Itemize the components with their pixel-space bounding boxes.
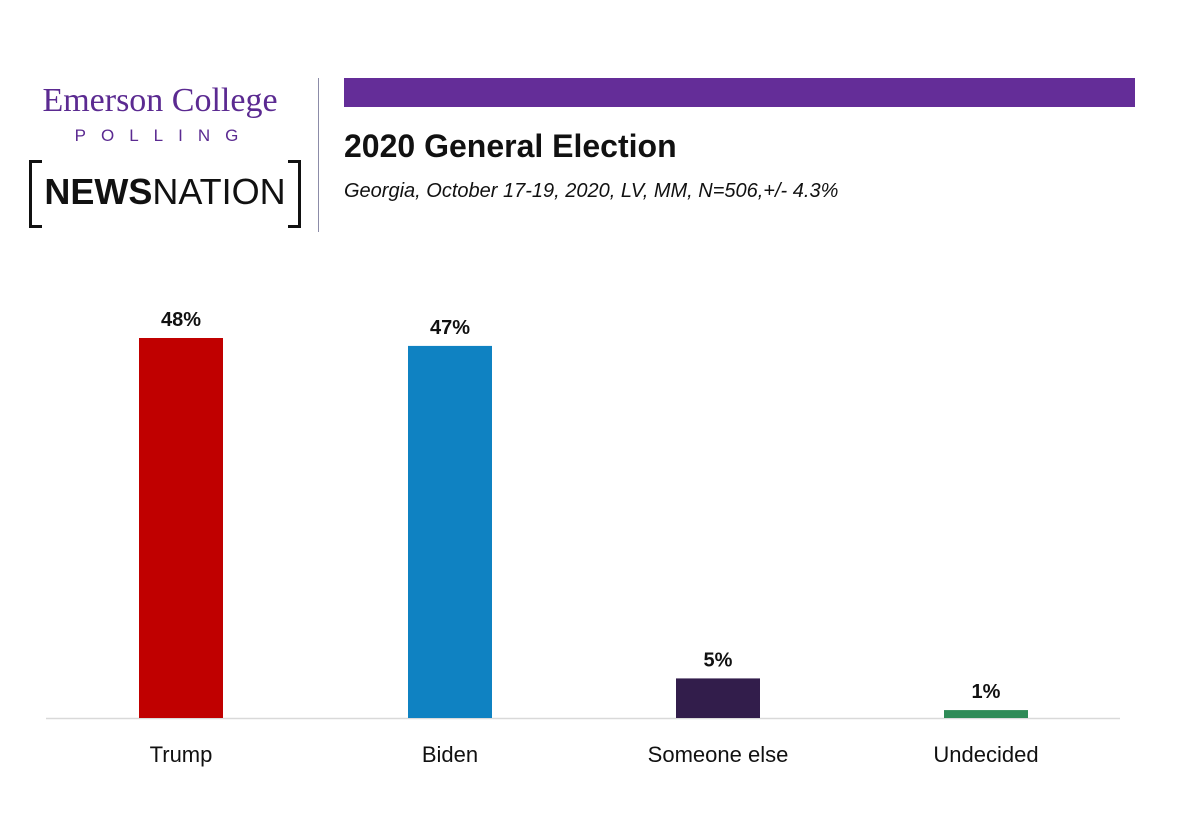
category-tick-label: Someone else — [648, 742, 789, 767]
bar-trump — [139, 338, 223, 718]
newsnation-wordmark-regular: NATION — [152, 171, 286, 212]
newsnation-bracket-right — [288, 160, 301, 228]
header-accent-bar — [344, 78, 1135, 107]
category-tick-label: Biden — [422, 742, 478, 767]
newsnation-logo: NEWSNATION — [29, 160, 301, 228]
data-label: 1% — [972, 681, 1001, 703]
bar-someone-else — [676, 678, 760, 718]
newsnation-bracket-left — [29, 160, 42, 228]
newsnation-wordmark: NEWSNATION — [29, 174, 301, 210]
chart-title: 2020 General Election — [344, 128, 677, 164]
emerson-college-logo: Emerson College — [42, 82, 278, 119]
chart-subtitle: Georgia, October 17-19, 2020, LV, MM, N=… — [344, 180, 839, 202]
header-divider — [318, 78, 319, 232]
data-label: 5% — [704, 649, 733, 671]
data-label: 48% — [161, 309, 201, 331]
bar-biden — [408, 345, 492, 718]
category-tick-label: Trump — [150, 742, 213, 767]
data-label: 47% — [430, 317, 470, 339]
emerson-polling-wordmark: POLLING — [74, 126, 254, 145]
newsnation-wordmark-bold: NEWS — [44, 171, 153, 212]
category-tick-label: Undecided — [933, 742, 1038, 767]
bar-undecided — [944, 710, 1028, 718]
